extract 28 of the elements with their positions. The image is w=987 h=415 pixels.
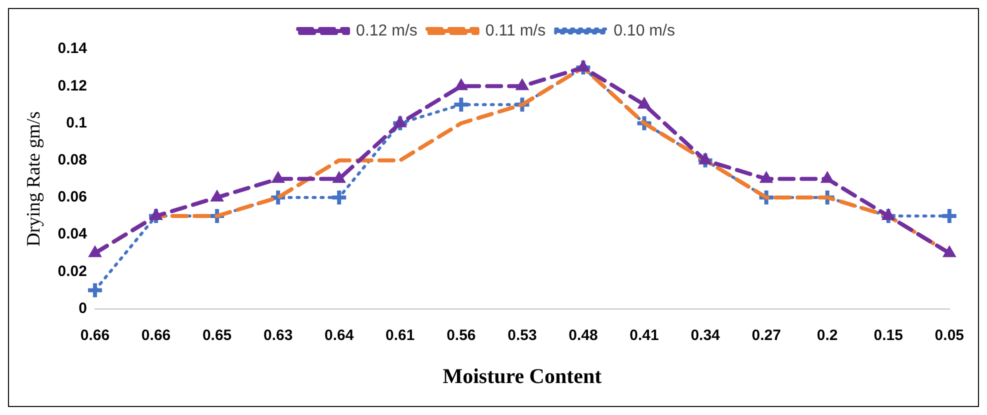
x-tick-label: 0.56 [446,326,476,344]
y-tick-label: 0.12 [58,77,87,94]
y-tick-label: 0.06 [58,188,87,206]
y-tick-label: 0 [78,300,87,317]
y-axis-title: Drying Rate gm/s [23,111,44,246]
x-tick-label: 0.15 [874,326,903,344]
x-tick-label: 0.48 [568,326,598,344]
x-tick-label: 0.05 [934,326,964,344]
x-tick-label: 0.65 [202,326,232,344]
x-tick-label: 0.66 [80,326,110,344]
y-tick-label: 0.14 [58,40,88,58]
x-axis-title: Moisture Content [442,364,602,388]
x-tick-label: 0.2 [816,326,838,344]
y-tick-label: 0.1 [66,114,87,132]
x-tick-label: 0.66 [141,326,171,344]
x-tick-label: 0.34 [690,326,721,344]
legend-label: 0.11 m/s [485,22,546,40]
x-tick-label: 0.63 [263,326,293,344]
y-tick-label: 0.02 [58,262,87,280]
y-tick-label: 0.04 [58,226,88,243]
x-tick-label: 0.64 [324,326,354,344]
x-tick-label: 0.53 [508,326,537,344]
x-tick-label: 0.41 [630,326,659,344]
legend-label: 0.10 m/s [614,22,675,40]
x-tick-label: 0.61 [386,326,415,344]
y-tick-label: 0.08 [58,151,87,168]
x-tick-label: 0.27 [752,326,781,344]
legend-label: 0.12 m/s [356,22,418,40]
